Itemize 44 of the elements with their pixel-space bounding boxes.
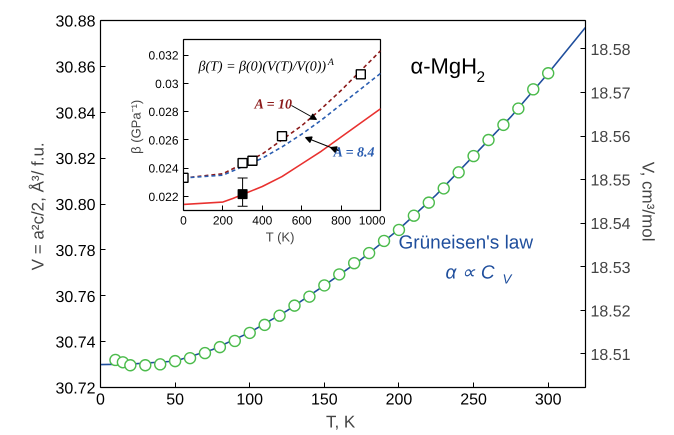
x-axis-title: T, K <box>326 412 356 432</box>
y-tick-label: 30.74 <box>55 334 96 352</box>
y2-tick-label: 18.51 <box>590 346 631 364</box>
y-tick-label: 0.026 <box>148 133 179 148</box>
x-tick-label: 0 <box>96 392 106 408</box>
x-tick-label: 0 <box>180 214 188 228</box>
x-tick-label: 800 <box>331 214 352 228</box>
x-tick-label: 1000 <box>358 214 386 228</box>
y2-tick-label: 18.58 <box>590 42 631 59</box>
y-tick-label: 30.78 <box>55 242 96 260</box>
y-tick-label: 0.022 <box>148 190 179 204</box>
y2-tick-label: 18.56 <box>590 129 631 146</box>
y-tick-label: 0.028 <box>148 105 179 120</box>
y-tick-label: 0.03 <box>155 76 179 91</box>
y2-axis-title: V, cm³/mol <box>638 162 658 242</box>
series-label: A = 10 <box>254 98 292 112</box>
x-axis-title: T (K) <box>266 230 294 244</box>
y2-tick-label: 18.57 <box>590 85 631 102</box>
annotation: Grüneisen's law <box>398 232 534 254</box>
y2-tick-label: 18.54 <box>590 216 631 234</box>
y-tick-label: 30.72 <box>55 380 96 398</box>
y-axis-title: β (GPa⁻¹) <box>128 100 144 154</box>
y2-tick-label: 18.53 <box>590 260 631 277</box>
x-tick-label: 50 <box>166 392 184 408</box>
y-tick-label: 0.032 <box>148 48 179 63</box>
y2-tick-label: 18.55 <box>590 172 631 190</box>
x-tick-label: 400 <box>252 214 273 228</box>
y-tick-label: 30.80 <box>55 197 96 214</box>
series-label: A = 8.4 <box>332 146 375 160</box>
y-tick-label: 30.76 <box>55 288 96 306</box>
x-tick-label: 150 <box>311 392 338 408</box>
x-tick-label: 100 <box>236 392 264 408</box>
y-tick-label: 0.024 <box>148 162 179 176</box>
x-tick-label: 600 <box>292 214 312 228</box>
y-tick-label: 30.82 <box>55 151 96 168</box>
y2-tick-label: 18.52 <box>590 303 631 320</box>
x-tick-label: 200 <box>212 214 234 228</box>
x-tick-label: 300 <box>534 392 562 408</box>
y-tick-label: 30.84 <box>55 105 96 122</box>
y-tick-label: 30.86 <box>55 59 96 76</box>
x-tick-label: 250 <box>460 392 488 408</box>
x-tick-label: 200 <box>386 392 412 408</box>
y-axis-title: V = a²c/2, Å³/ f.u. <box>28 142 48 270</box>
y-tick-label: 30.88 <box>55 14 96 30</box>
